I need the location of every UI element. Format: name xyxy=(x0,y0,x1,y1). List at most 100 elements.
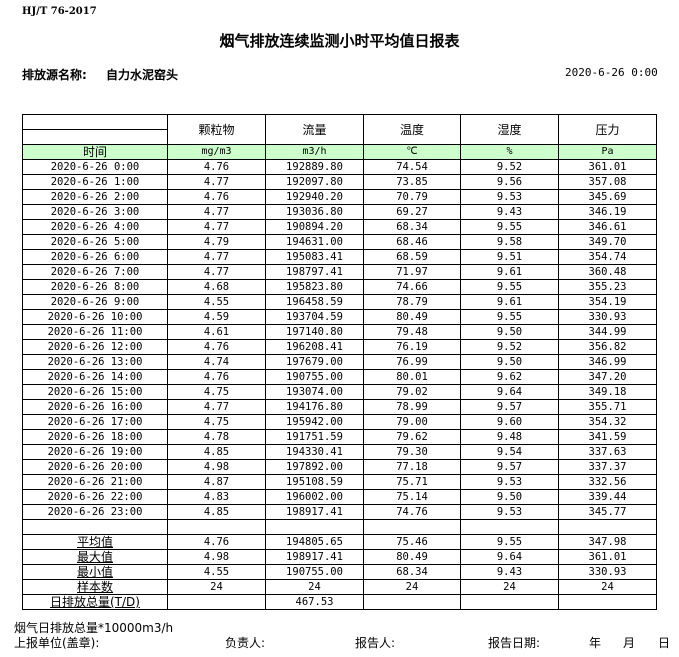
cell-value: 196458.59 xyxy=(265,294,364,310)
source-name: 自力水泥窑头 xyxy=(106,68,179,82)
cell-value: 191751.59 xyxy=(265,429,364,445)
cell-value: 79.30 xyxy=(363,444,461,460)
cell-value: 195083.41 xyxy=(265,249,364,265)
cell-value: 4.76 xyxy=(167,369,266,385)
cell-value: 195108.59 xyxy=(265,474,364,490)
cell-value: 344.99 xyxy=(558,324,657,340)
cell-value: 4.55 xyxy=(167,564,266,580)
report-table: 颗粒物 流量 温度 湿度 压力 时间 mg/m3 m3/h ℃ % Pa 202… xyxy=(22,114,657,610)
stat-row: 平均值 4.76 194805.65 75.46 9.55 347.98 xyxy=(22,534,657,550)
cell-value: 361.01 xyxy=(558,549,657,565)
cell-value: 9.55 xyxy=(460,309,559,325)
cell-value: 9.64 xyxy=(460,384,559,400)
cell-value: 467.53 xyxy=(265,594,364,610)
row-label: 2020-6-26 14:00 xyxy=(22,369,168,385)
cell-value: 4.55 xyxy=(167,294,266,310)
cell-value: 77.18 xyxy=(363,459,461,475)
cell-value: 4.98 xyxy=(167,459,266,475)
col-header-humidity: 湿度 xyxy=(460,114,559,145)
cell-value: 4.77 xyxy=(167,264,266,280)
row-label: 2020-6-26 23:00 xyxy=(22,504,168,520)
cell-value: 4.61 xyxy=(167,324,266,340)
cell-value: 24 xyxy=(558,579,657,595)
cell-value: 9.53 xyxy=(460,474,559,490)
cell-value: 69.27 xyxy=(363,204,461,220)
table-row: 2020-6-26 9:00 4.55 196458.59 78.79 9.61 354.… xyxy=(22,294,657,310)
footer-note: 烟气日排放总量*10000m3/h xyxy=(14,621,174,635)
row-label: 2020-6-26 21:00 xyxy=(22,474,168,490)
cell-value: 4.76 xyxy=(167,189,266,205)
cell-value: 76.19 xyxy=(363,339,461,355)
table-row: 2020-6-26 2:00 4.76 192940.20 70.79 9.53 345.… xyxy=(22,189,657,205)
cell-value xyxy=(265,519,364,535)
cell-value: 4.76 xyxy=(167,159,266,175)
cell-value: 194330.41 xyxy=(265,444,364,460)
source-label: 排放源名称: xyxy=(22,68,87,82)
cell-value: 346.61 xyxy=(558,219,657,235)
cell-value: 349.18 xyxy=(558,384,657,400)
cell-value: 4.68 xyxy=(167,279,266,295)
cell-value: 4.75 xyxy=(167,414,266,430)
table-row: 2020-6-26 5:00 4.79 194631.00 68.46 9.58 349.… xyxy=(22,234,657,250)
cell-value: 68.34 xyxy=(363,564,461,580)
row-label: 2020-6-26 19:00 xyxy=(22,444,168,460)
table-row: 2020-6-26 20:00 4.98 197892.00 77.18 9.57 337… xyxy=(22,459,657,475)
cell-value: 4.77 xyxy=(167,249,266,265)
row-label: 2020-6-26 8:00 xyxy=(22,279,168,295)
cell-value: 9.43 xyxy=(460,204,559,220)
table-row: 2020-6-26 18:00 4.78 191751.59 79.62 9.48 341… xyxy=(22,429,657,445)
cell-value: 9.54 xyxy=(460,444,559,460)
stat-row: 最大值 4.98 198917.41 80.49 9.64 361.01 xyxy=(22,549,657,565)
cell-value: 4.78 xyxy=(167,429,266,445)
row-label: 最小值 xyxy=(22,564,168,580)
row-label: 2020-6-26 9:00 xyxy=(22,294,168,310)
cell-value: 9.60 xyxy=(460,414,559,430)
cell-value: 78.79 xyxy=(363,294,461,310)
row-label: 2020-6-26 1:00 xyxy=(22,174,168,190)
cell-value: 68.46 xyxy=(363,234,461,250)
row-label: 2020-6-26 12:00 xyxy=(22,339,168,355)
cell-value: 193036.80 xyxy=(265,204,364,220)
col-header-pressure: 压力 xyxy=(558,114,657,145)
cell-value: 196002.00 xyxy=(265,489,364,505)
cell-value: 9.56 xyxy=(460,174,559,190)
cell-value: 9.62 xyxy=(460,369,559,385)
cell-value: 198797.41 xyxy=(265,264,364,280)
table-row: 2020-6-26 12:00 4.76 196208.41 76.19 9.52 356… xyxy=(22,339,657,355)
table-row: 2020-6-26 14:00 4.76 190755.00 80.01 9.62 347… xyxy=(22,369,657,385)
cell-value: 80.01 xyxy=(363,369,461,385)
row-label: 样本数 xyxy=(22,579,168,595)
cell-value: 337.37 xyxy=(558,459,657,475)
cell-value: 9.50 xyxy=(460,354,559,370)
table-row: 2020-6-26 21:00 4.87 195108.59 75.71 9.53 332… xyxy=(22,474,657,490)
cell-value: 349.70 xyxy=(558,234,657,250)
cell-value: 197679.00 xyxy=(265,354,364,370)
row-label: 2020-6-26 22:00 xyxy=(22,489,168,505)
cell-value: 4.98 xyxy=(167,549,266,565)
cell-value: 79.00 xyxy=(363,414,461,430)
row-label: 2020-6-26 4:00 xyxy=(22,219,168,235)
cell-value: 4.75 xyxy=(167,384,266,400)
cell-value: 9.61 xyxy=(460,264,559,280)
unit: mg/m3 xyxy=(167,144,266,160)
cell-value: 190894.20 xyxy=(265,219,364,235)
cell-value: 9.51 xyxy=(460,249,559,265)
cell-value xyxy=(363,594,461,610)
cell-value: 9.50 xyxy=(460,489,559,505)
col-header-particulate: 颗粒物 xyxy=(167,114,266,145)
cell-value: 192889.80 xyxy=(265,159,364,175)
cell-value xyxy=(167,519,266,535)
table-row: 2020-6-26 7:00 4.77 198797.41 71.97 9.61 360.… xyxy=(22,264,657,280)
cell-value: 346.99 xyxy=(558,354,657,370)
cell-value: 4.83 xyxy=(167,489,266,505)
table-row: 2020-6-26 8:00 4.68 195823.80 74.66 9.55 355.… xyxy=(22,279,657,295)
table-row: 2020-6-26 10:00 4.59 193704.59 80.49 9.55 330… xyxy=(22,309,657,325)
cell-value: 79.02 xyxy=(363,384,461,400)
cell-value: 9.52 xyxy=(460,159,559,175)
cell-value: 71.97 xyxy=(363,264,461,280)
cell-value: 74.54 xyxy=(363,159,461,175)
cell-value: 4.79 xyxy=(167,234,266,250)
cell-value: 9.64 xyxy=(460,549,559,565)
cell-value: 4.77 xyxy=(167,204,266,220)
cell-value: 330.93 xyxy=(558,309,657,325)
